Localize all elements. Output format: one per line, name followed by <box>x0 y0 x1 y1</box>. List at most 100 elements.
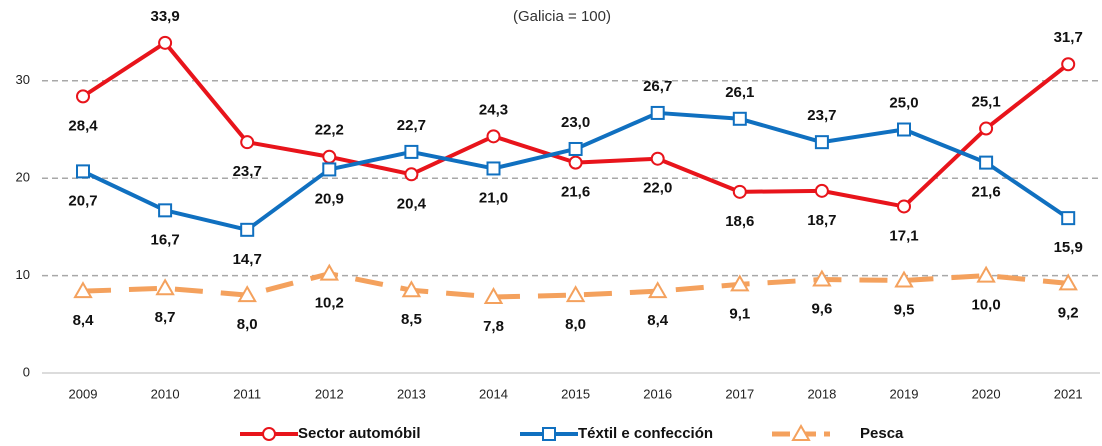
chart-subtitle: (Galicia = 100) <box>513 8 611 25</box>
point <box>732 184 747 199</box>
data-label: 21,6 <box>971 184 1000 201</box>
point <box>322 149 337 164</box>
point <box>732 111 747 126</box>
data-label: 20,7 <box>68 192 97 209</box>
point <box>814 183 829 198</box>
point <box>404 167 419 182</box>
x-tick-label: 2009 <box>69 386 98 401</box>
point <box>486 129 501 144</box>
data-label: 16,7 <box>150 231 179 248</box>
x-tick-label: 2016 <box>643 386 672 401</box>
point <box>73 281 93 299</box>
point <box>76 164 90 179</box>
data-label: 8,0 <box>237 316 258 333</box>
point <box>237 285 257 303</box>
data-label: 8,4 <box>647 312 669 329</box>
point <box>158 203 173 218</box>
point <box>979 155 994 170</box>
data-label: 7,8 <box>483 318 504 335</box>
point <box>1061 211 1076 226</box>
data-label: 20,9 <box>315 190 344 207</box>
point <box>319 263 340 281</box>
point <box>647 281 668 299</box>
data-label: 9,2 <box>1058 304 1079 321</box>
legend-marker <box>791 423 811 441</box>
x-tick-label: 2011 <box>233 386 261 401</box>
point <box>812 269 832 287</box>
x-tick-label: 2021 <box>1054 386 1083 401</box>
point <box>730 274 750 292</box>
x-tick-label: 2018 <box>807 386 836 401</box>
x-tick-label: 2013 <box>397 386 426 401</box>
data-label: 21,6 <box>561 184 590 201</box>
legend-label: Sector automóbil <box>298 425 421 442</box>
legend-label: Téxtil e confección <box>578 425 713 442</box>
point <box>650 105 665 120</box>
data-label: 9,1 <box>729 305 750 322</box>
point <box>650 151 665 166</box>
data-label: 9,6 <box>811 300 832 317</box>
point <box>979 121 994 136</box>
data-label: 10,2 <box>315 295 344 312</box>
data-label: 17,1 <box>889 227 918 244</box>
point <box>1061 57 1076 72</box>
data-label: 26,7 <box>643 78 672 95</box>
point <box>76 89 90 104</box>
legend-marker <box>542 427 556 441</box>
x-tick-label: 2015 <box>561 386 590 401</box>
data-label: 22,0 <box>643 180 672 197</box>
data-label: 8,7 <box>155 309 176 326</box>
point <box>401 280 422 298</box>
y-tick-label: 30 <box>16 72 30 87</box>
data-label: 22,7 <box>397 117 426 134</box>
point <box>568 155 583 170</box>
point <box>1058 273 1078 291</box>
data-label: 28,4 <box>68 117 98 134</box>
legend-marker <box>262 427 276 441</box>
data-label: 8,5 <box>401 311 422 328</box>
data-label: 15,9 <box>1054 239 1083 256</box>
y-tick-label: 10 <box>16 267 30 282</box>
data-label: 23,0 <box>561 114 590 131</box>
x-tick-label: 2020 <box>972 386 1001 401</box>
point <box>483 287 504 305</box>
data-label: 25,1 <box>971 93 1000 110</box>
x-tick-label: 2010 <box>151 386 180 401</box>
point <box>158 35 173 50</box>
x-tick-label: 2012 <box>315 386 344 401</box>
point <box>976 265 996 283</box>
y-tick-label: 20 <box>16 170 30 185</box>
data-label: 33,9 <box>150 8 179 25</box>
data-label: 21,0 <box>479 189 508 206</box>
x-tick-label: 2017 <box>725 386 754 401</box>
point <box>322 162 337 177</box>
data-label: 25,0 <box>889 94 918 111</box>
data-label: 20,4 <box>397 195 427 212</box>
data-label: 23,7 <box>233 163 262 180</box>
point <box>486 161 501 176</box>
point <box>240 135 255 150</box>
data-label: 18,7 <box>807 212 836 229</box>
point <box>568 141 583 156</box>
data-label: 10,0 <box>971 297 1000 314</box>
data-label: 14,7 <box>233 251 262 268</box>
x-tick-label: 2019 <box>890 386 919 401</box>
data-label: 18,6 <box>725 213 754 230</box>
x-tick-label: 2014 <box>479 386 508 401</box>
point <box>155 278 175 296</box>
data-label: 8,4 <box>73 312 95 329</box>
point <box>565 285 586 303</box>
data-label: 23,7 <box>807 107 836 124</box>
data-label: 26,1 <box>725 84 754 101</box>
legend-label: Pesca <box>860 425 904 442</box>
point <box>897 122 911 137</box>
point <box>897 199 911 214</box>
y-tick-label: 0 <box>23 364 30 379</box>
data-label: 9,5 <box>894 301 915 318</box>
point <box>814 135 829 150</box>
data-label: 8,0 <box>565 316 586 333</box>
data-label: 24,3 <box>479 101 508 118</box>
point <box>404 144 419 159</box>
data-label: 22,2 <box>315 122 344 139</box>
